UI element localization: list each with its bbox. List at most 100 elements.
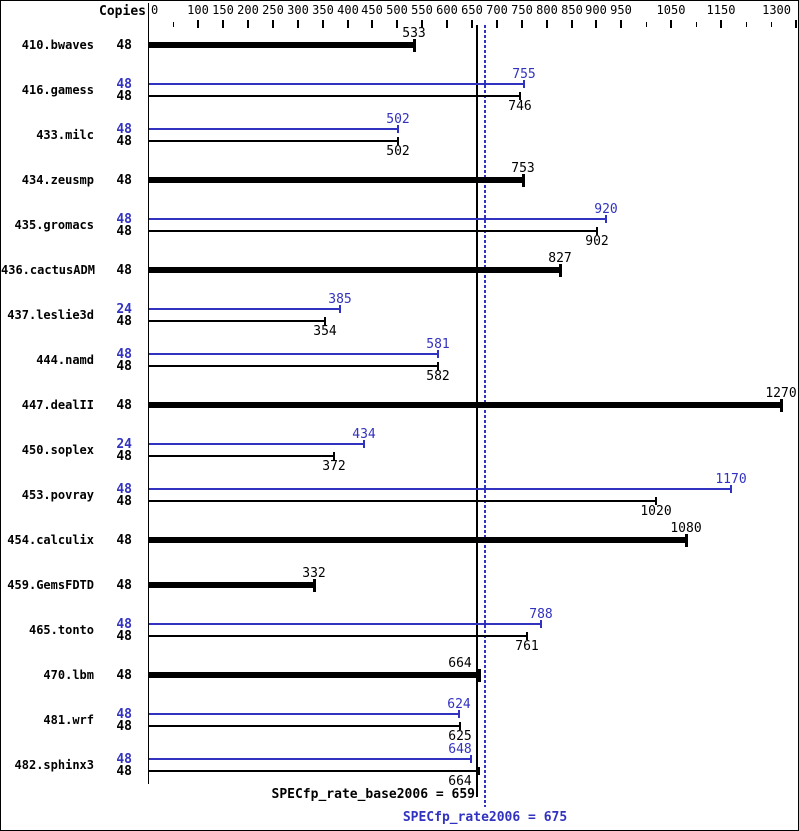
- benchmark-label: 481.wrf: [43, 713, 94, 727]
- peak-bar: [149, 83, 524, 85]
- x-axis-minor-tick-mark: [696, 22, 697, 27]
- base-value-label: 664: [448, 656, 472, 671]
- benchmark-label: 444.namd: [36, 353, 94, 367]
- base-value-label: 664: [448, 774, 472, 789]
- base-bar: [149, 42, 414, 48]
- x-axis-tick-label: 1150: [706, 3, 736, 17]
- base-value-label: 902: [585, 234, 609, 249]
- x-axis-tick-mark: [595, 20, 597, 28]
- base-bar-end-tick: [413, 39, 416, 52]
- peak-copies-label: 48: [116, 707, 132, 722]
- benchmark-label: 465.tonto: [28, 623, 94, 637]
- x-axis-tick-mark: [446, 20, 448, 28]
- peak-bar-end-tick: [605, 215, 607, 223]
- x-axis-tick-mark: [247, 20, 249, 28]
- base-value-label: 354: [313, 324, 337, 339]
- x-axis-tick-mark: [197, 20, 199, 28]
- base-copies-label: 48: [116, 668, 132, 683]
- base-bar: [149, 635, 527, 637]
- base-value-label: 332: [302, 566, 326, 581]
- x-axis-tick-mark: [620, 20, 622, 28]
- peak-value-label: 648: [448, 742, 472, 757]
- benchmark-label: 450.soplex: [21, 443, 94, 457]
- base-copies-label: 48: [116, 719, 132, 734]
- x-axis-minor-tick-mark: [746, 22, 747, 27]
- benchmark-label: 416.gamess: [21, 83, 94, 97]
- base-value-label: 753: [511, 161, 535, 176]
- base-bar-end-tick: [397, 137, 399, 145]
- x-axis-tick-label: 650: [461, 3, 483, 17]
- base-copies-label: 48: [116, 629, 132, 644]
- base-bar-end-tick: [596, 227, 598, 235]
- peak-bar: [149, 623, 541, 625]
- base-copies-label: 48: [116, 263, 132, 278]
- benchmark-label: 447.dealII: [21, 398, 94, 412]
- base-bar: [149, 230, 597, 232]
- peak-copies-label: 48: [116, 752, 132, 767]
- base-bar: [149, 320, 325, 322]
- peak-value-label: 788: [529, 607, 553, 622]
- base-bar: [149, 140, 398, 142]
- peak-bar-end-tick: [397, 125, 399, 133]
- peak-bar: [149, 308, 340, 310]
- peak-bar-end-tick: [363, 440, 365, 448]
- base-copies-label: 48: [116, 38, 132, 53]
- x-axis-minor-tick-mark: [646, 22, 647, 27]
- x-axis-tick-mark: [546, 20, 548, 28]
- base-value-label: 533: [402, 26, 426, 41]
- x-axis-tick-label: 950: [610, 3, 632, 17]
- x-axis-tick-mark: [297, 20, 299, 28]
- benchmark-label: 410.bwaves: [21, 38, 94, 52]
- base-bar-end-tick: [655, 497, 657, 505]
- x-axis-tick-mark: [347, 20, 349, 28]
- x-axis-tick-label: 850: [561, 3, 583, 17]
- peak-copies-label: 48: [116, 347, 132, 362]
- peak-bar-end-tick: [339, 305, 341, 313]
- benchmark-label: 434.zeusmp: [21, 173, 94, 187]
- base-copies-label: 48: [116, 314, 132, 329]
- base-copies-label: 48: [116, 449, 132, 464]
- base-copies-label: 48: [116, 89, 132, 104]
- base-copies-label: 48: [116, 359, 132, 374]
- peak-value-label: 434: [352, 427, 376, 442]
- peak-value-label: 502: [386, 112, 410, 127]
- base-bar: [149, 177, 523, 183]
- x-axis-tick-mark: [471, 20, 473, 28]
- base-bar: [149, 500, 656, 502]
- x-axis-tick-label: 350: [312, 3, 334, 17]
- peak-value-label: 385: [328, 292, 352, 307]
- base-bar-end-tick: [559, 264, 562, 277]
- peak-value-label: 755: [512, 67, 536, 82]
- x-axis-tick-mark: [571, 20, 573, 28]
- base-copies-label: 48: [116, 494, 132, 509]
- x-axis-tick-label: 250: [262, 3, 284, 17]
- base-mean-line: [476, 25, 478, 797]
- base-bar-end-tick: [780, 399, 783, 412]
- x-axis-minor-tick-mark: [771, 22, 772, 27]
- base-value-label: 502: [386, 144, 410, 159]
- x-axis-tick-mark: [720, 20, 722, 28]
- peak-bar: [149, 758, 471, 760]
- base-copies-label: 48: [116, 533, 132, 548]
- peak-copies-label: 24: [116, 437, 132, 452]
- base-copies-label: 48: [116, 224, 132, 239]
- x-axis-tick-mark: [421, 20, 423, 28]
- base-bar: [149, 402, 781, 408]
- x-axis-tick-label: 1050: [656, 3, 686, 17]
- x-axis-tick-mark: [272, 20, 274, 28]
- x-axis-tick-mark: [496, 20, 498, 28]
- x-axis-tick-label: 550: [411, 3, 433, 17]
- base-value-label: 582: [426, 369, 450, 384]
- x-axis-tick-mark: [322, 20, 324, 28]
- x-axis-tick-label: 900: [585, 3, 607, 17]
- base-bar: [149, 770, 479, 772]
- x-axis-tick-mark: [795, 20, 797, 28]
- benchmark-label: 436.cactusADM: [1, 263, 95, 277]
- base-copies-label: 48: [116, 398, 132, 413]
- peak-bar-end-tick: [470, 755, 472, 763]
- peak-copies-label: 48: [116, 212, 132, 227]
- base-bar: [149, 365, 438, 367]
- peak-bar: [149, 128, 398, 130]
- base-copies-label: 48: [116, 578, 132, 593]
- peak-bar-end-tick: [523, 80, 525, 88]
